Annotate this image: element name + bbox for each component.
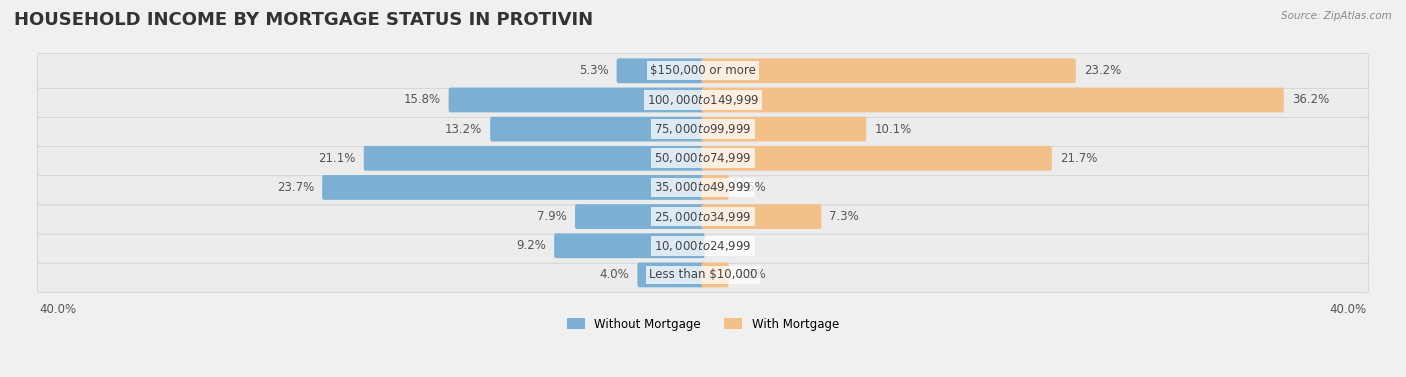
FancyBboxPatch shape (38, 170, 1368, 205)
Text: 36.2%: 36.2% (1292, 93, 1329, 106)
Text: $35,000 to $49,999: $35,000 to $49,999 (654, 181, 752, 195)
FancyBboxPatch shape (38, 83, 1368, 118)
FancyBboxPatch shape (702, 58, 1076, 83)
FancyBboxPatch shape (38, 53, 1368, 88)
Text: 7.3%: 7.3% (830, 210, 859, 223)
FancyBboxPatch shape (702, 262, 728, 287)
FancyBboxPatch shape (491, 117, 704, 141)
Legend: Without Mortgage, With Mortgage: Without Mortgage, With Mortgage (562, 313, 844, 336)
FancyBboxPatch shape (702, 146, 1052, 171)
FancyBboxPatch shape (702, 117, 866, 141)
Text: 40.0%: 40.0% (1330, 303, 1367, 316)
Text: 23.2%: 23.2% (1084, 64, 1121, 77)
Text: 9.2%: 9.2% (516, 239, 546, 252)
Text: $25,000 to $34,999: $25,000 to $34,999 (654, 210, 752, 224)
Text: 7.9%: 7.9% (537, 210, 567, 223)
FancyBboxPatch shape (554, 233, 704, 258)
FancyBboxPatch shape (702, 87, 1284, 112)
Text: Less than $10,000: Less than $10,000 (648, 268, 758, 281)
Text: 15.8%: 15.8% (404, 93, 440, 106)
Text: 23.7%: 23.7% (277, 181, 314, 194)
FancyBboxPatch shape (637, 262, 704, 287)
Text: 13.2%: 13.2% (444, 123, 482, 136)
Text: 40.0%: 40.0% (39, 303, 76, 316)
Text: $50,000 to $74,999: $50,000 to $74,999 (654, 151, 752, 165)
FancyBboxPatch shape (449, 87, 704, 112)
Text: HOUSEHOLD INCOME BY MORTGAGE STATUS IN PROTIVIN: HOUSEHOLD INCOME BY MORTGAGE STATUS IN P… (14, 11, 593, 29)
Text: $75,000 to $99,999: $75,000 to $99,999 (654, 122, 752, 136)
FancyBboxPatch shape (38, 228, 1368, 263)
FancyBboxPatch shape (364, 146, 704, 171)
FancyBboxPatch shape (322, 175, 704, 200)
Text: 4.0%: 4.0% (599, 268, 630, 281)
FancyBboxPatch shape (702, 204, 821, 229)
Text: 10.1%: 10.1% (875, 123, 911, 136)
Text: $150,000 or more: $150,000 or more (650, 64, 756, 77)
Text: 1.5%: 1.5% (737, 181, 766, 194)
Text: $10,000 to $24,999: $10,000 to $24,999 (654, 239, 752, 253)
Text: Source: ZipAtlas.com: Source: ZipAtlas.com (1281, 11, 1392, 21)
FancyBboxPatch shape (38, 141, 1368, 176)
FancyBboxPatch shape (575, 204, 704, 229)
FancyBboxPatch shape (38, 199, 1368, 234)
Text: 21.1%: 21.1% (318, 152, 356, 165)
Text: 21.7%: 21.7% (1060, 152, 1097, 165)
FancyBboxPatch shape (38, 257, 1368, 293)
Text: 5.3%: 5.3% (579, 64, 609, 77)
Text: $100,000 to $149,999: $100,000 to $149,999 (647, 93, 759, 107)
Text: 1.5%: 1.5% (737, 268, 766, 281)
FancyBboxPatch shape (702, 175, 728, 200)
FancyBboxPatch shape (617, 58, 704, 83)
FancyBboxPatch shape (38, 112, 1368, 147)
